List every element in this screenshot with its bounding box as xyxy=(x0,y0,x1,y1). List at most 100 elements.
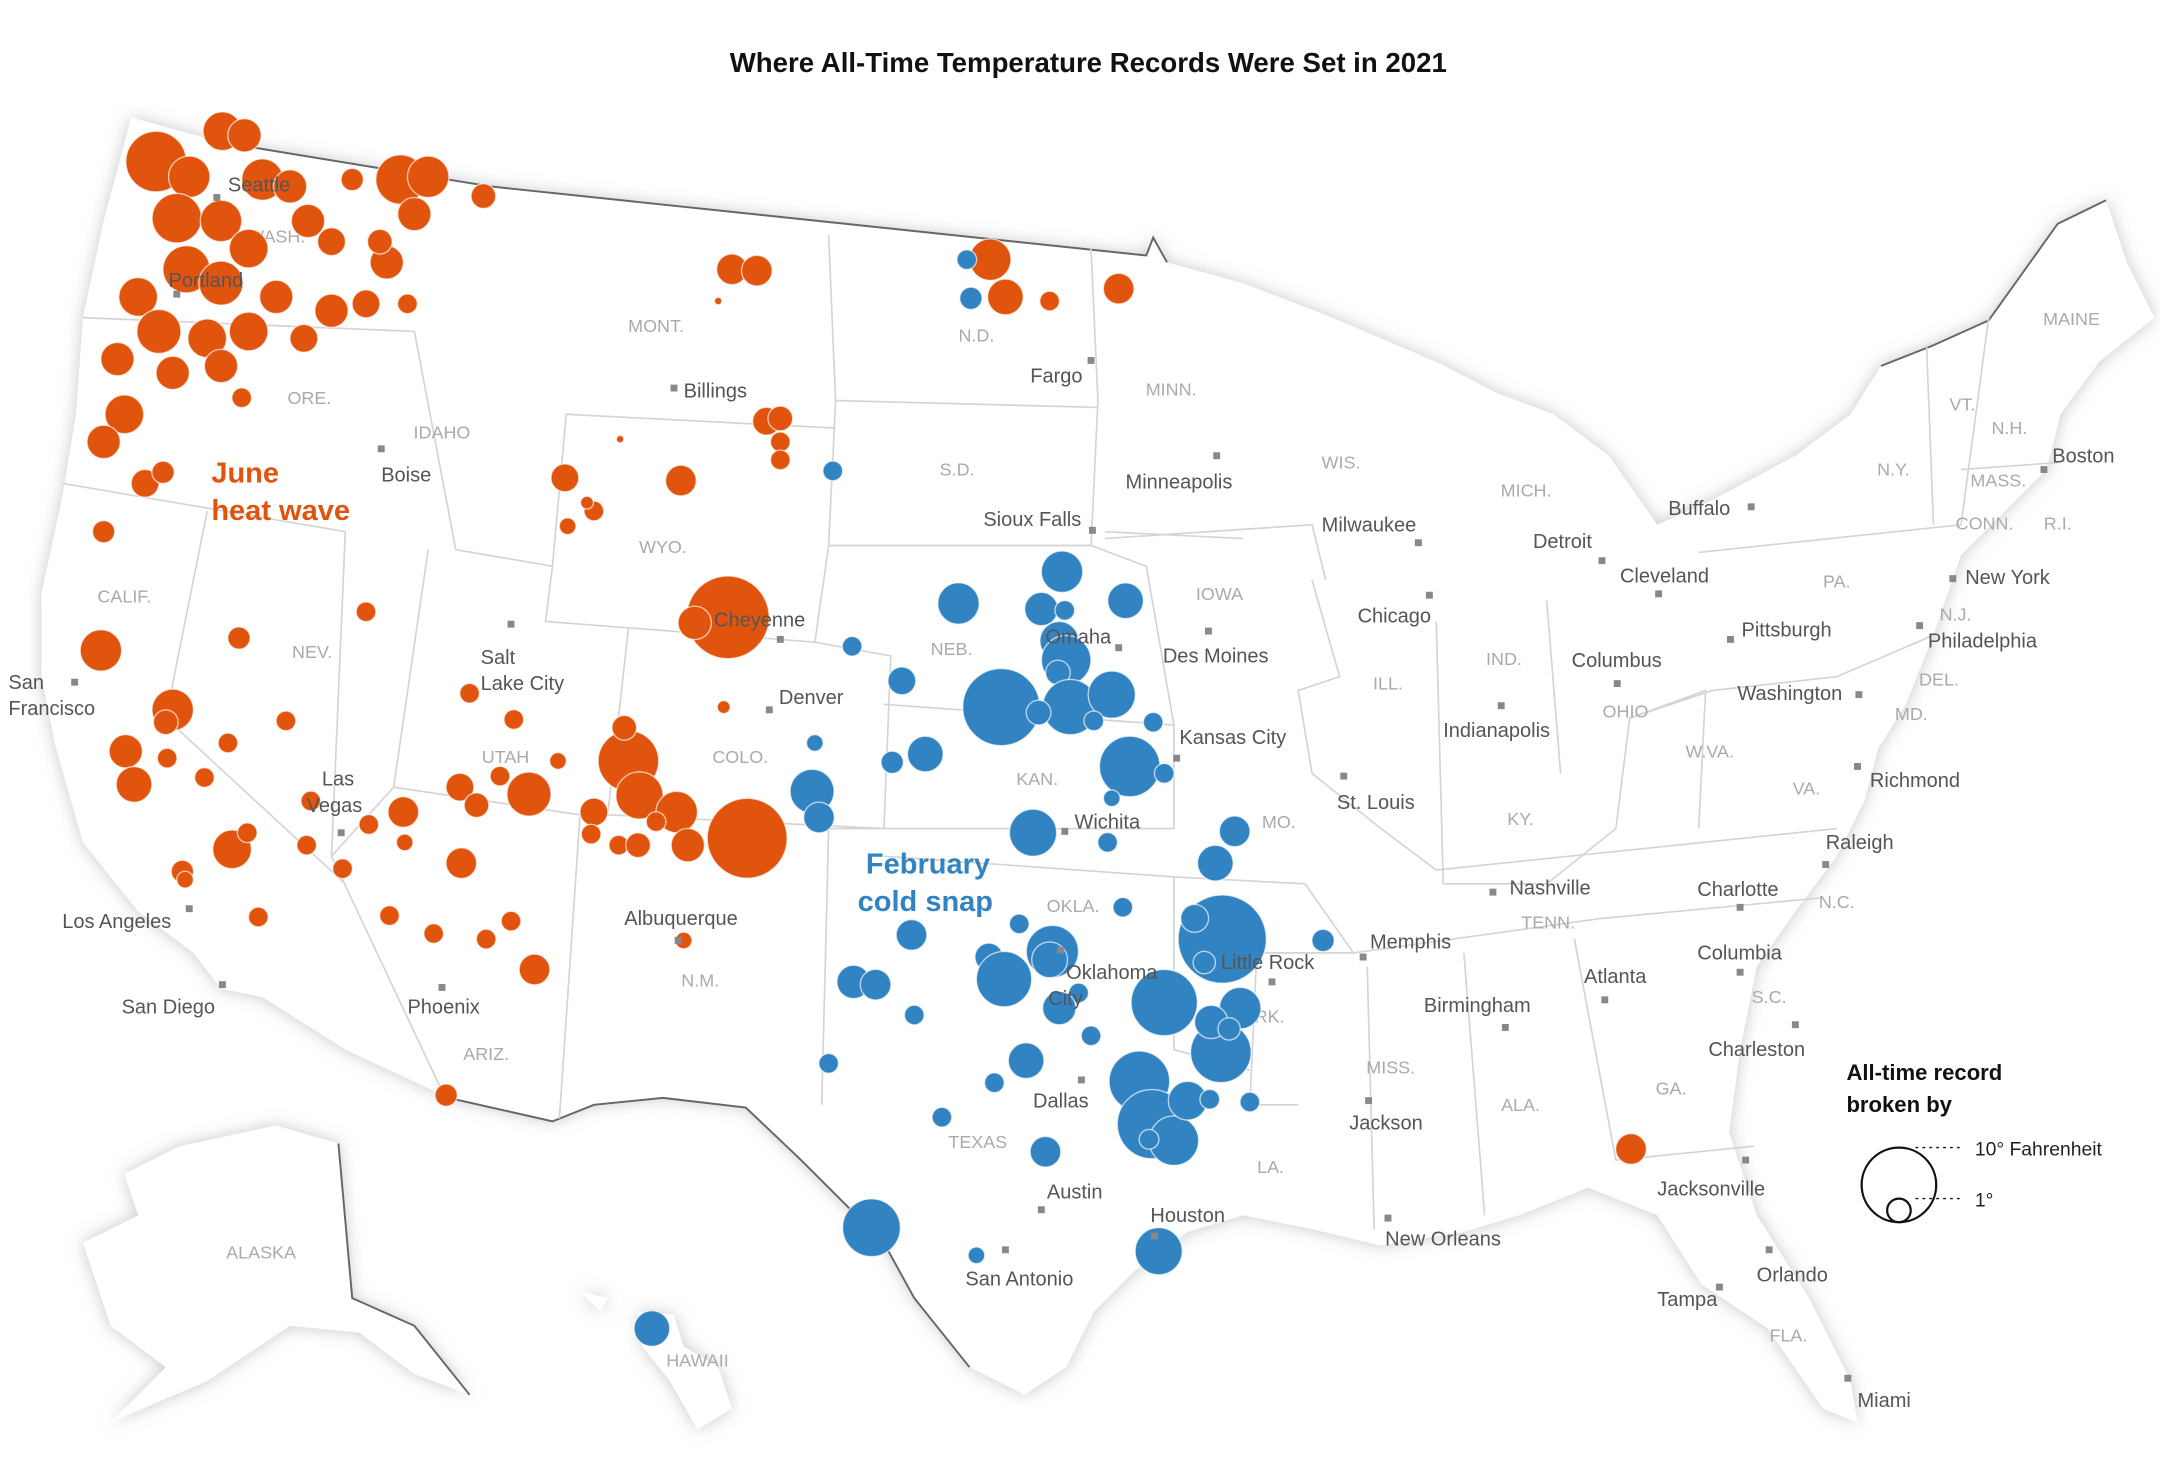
state-label: W.VA. xyxy=(1685,741,1734,761)
city-label: Vegas xyxy=(307,795,363,817)
state-label: KAN. xyxy=(1016,769,1058,789)
record-bubble xyxy=(769,431,791,453)
record-bubble xyxy=(1054,599,1076,621)
record-bubble xyxy=(937,582,980,625)
city-label: Kansas City xyxy=(1179,727,1286,749)
city-label: Philadelphia xyxy=(1928,630,2038,652)
record-bubble xyxy=(290,203,326,239)
city-marker xyxy=(507,620,515,628)
record-bubble xyxy=(713,296,723,306)
annotation: heat wave xyxy=(211,495,350,527)
record-bubble xyxy=(314,293,349,329)
record-bubble xyxy=(198,260,244,306)
record-bubble xyxy=(459,682,481,704)
state-label: N.C. xyxy=(1819,892,1855,912)
legend-label: 1° xyxy=(1975,1190,1993,1211)
record-bubble xyxy=(1142,711,1164,733)
city-marker xyxy=(1736,968,1744,976)
record-bubble xyxy=(489,765,511,787)
record-bubble xyxy=(1087,670,1137,719)
record-bubble xyxy=(506,771,552,817)
state-label: MAINE xyxy=(2043,309,2100,329)
city-label: Columbus xyxy=(1572,650,1662,672)
state-label: WIS. xyxy=(1322,453,1361,473)
city-marker xyxy=(1061,827,1069,835)
lower-48 xyxy=(41,117,2155,1423)
state-label: NEB. xyxy=(931,639,973,659)
record-bubble xyxy=(518,953,551,986)
record-bubble xyxy=(445,772,475,802)
city-marker xyxy=(1598,557,1606,565)
state-label: ORE. xyxy=(287,388,331,408)
record-bubble xyxy=(1199,1088,1221,1110)
city-label: Tampa xyxy=(1657,1289,1718,1311)
city-label: Buffalo xyxy=(1668,498,1730,520)
record-bubble xyxy=(625,832,652,859)
city-label: Oklahoma xyxy=(1066,962,1158,984)
city-label: Chicago xyxy=(1358,606,1431,628)
record-bubble xyxy=(296,834,318,856)
state-label: IDAHO xyxy=(414,422,471,442)
legend-circle xyxy=(1886,1197,1912,1224)
record-bubble xyxy=(716,699,731,715)
record-bubble xyxy=(423,922,445,945)
record-bubble xyxy=(967,1246,986,1265)
city-marker xyxy=(1088,526,1096,534)
city-label: Los Angeles xyxy=(62,911,171,933)
legend-title: All-time record xyxy=(1846,1060,2002,1085)
city-label: Jacksonville xyxy=(1657,1179,1765,1201)
record-bubble xyxy=(258,279,294,315)
city-marker xyxy=(1213,452,1221,460)
city-label: Billings xyxy=(684,380,747,402)
record-bubble xyxy=(895,918,928,951)
record-bubble xyxy=(331,858,354,880)
city-label: New Orleans xyxy=(1385,1228,1501,1250)
city-marker xyxy=(1501,1024,1509,1031)
record-bubble xyxy=(1179,903,1210,934)
city-label: San Diego xyxy=(122,996,215,1018)
state-label: VT. xyxy=(1949,395,1975,415)
state-label: ALA. xyxy=(1501,1095,1540,1115)
city-marker xyxy=(1204,627,1212,635)
city-marker xyxy=(2040,466,2048,473)
city-label: Sioux Falls xyxy=(983,509,1081,531)
record-bubble xyxy=(115,765,153,803)
city-marker xyxy=(1844,1374,1852,1382)
city-marker xyxy=(1151,1232,1159,1240)
city-label: St. Louis xyxy=(1337,792,1415,814)
city-marker xyxy=(674,937,682,944)
record-bubble xyxy=(1098,735,1161,798)
record-bubble xyxy=(300,790,322,812)
record-bubble xyxy=(108,733,144,769)
record-bubble xyxy=(550,463,580,493)
record-bubble xyxy=(151,192,203,244)
state-label: PA. xyxy=(1823,572,1851,592)
record-bubble xyxy=(396,196,432,232)
city-label: Francisco xyxy=(8,698,95,720)
city-label: Milwaukee xyxy=(1322,514,1417,536)
record-bubble xyxy=(217,732,239,754)
state-label: MISS. xyxy=(1366,1058,1415,1078)
city-marker xyxy=(1726,635,1734,643)
record-bubble xyxy=(1041,990,1077,1026)
city-label: Denver xyxy=(779,687,844,709)
annotation: February xyxy=(866,849,990,881)
record-bubble xyxy=(100,341,135,377)
city-label: Wichita xyxy=(1074,811,1140,833)
city-label: Houston xyxy=(1150,1205,1225,1227)
city-marker xyxy=(1340,772,1348,780)
record-bubble xyxy=(805,733,824,753)
city-marker xyxy=(173,290,181,298)
city-label: Portland xyxy=(169,270,244,292)
record-bubble xyxy=(841,1198,902,1258)
record-bubble xyxy=(231,387,253,409)
city-label: Richmond xyxy=(1870,770,1960,792)
record-bubble xyxy=(228,311,269,352)
title: Where All-Time Temperature Records Were … xyxy=(730,47,1447,78)
city-label: Indianapolis xyxy=(1443,720,1550,742)
record-bubble xyxy=(167,155,211,199)
state-label: FLA. xyxy=(1770,1326,1808,1346)
record-bubble xyxy=(1130,968,1199,1037)
record-bubble xyxy=(1102,272,1135,305)
record-bubble xyxy=(903,1004,925,1026)
